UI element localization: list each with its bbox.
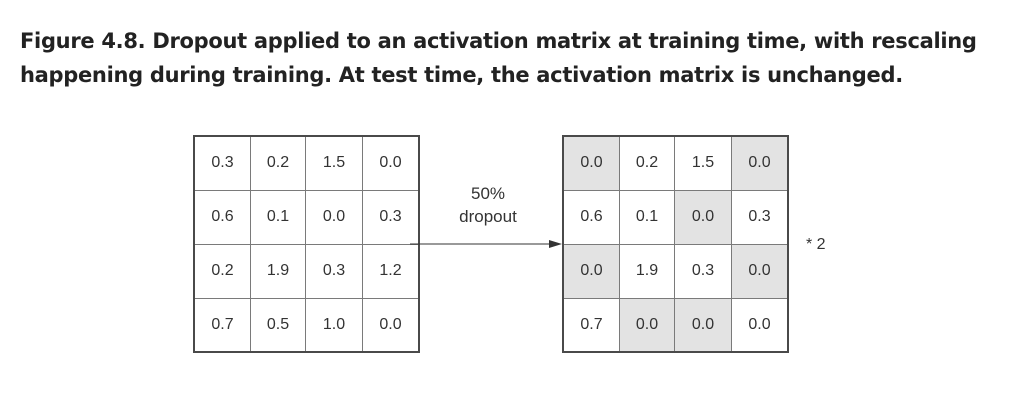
- arrow-head: [549, 240, 562, 248]
- output-matrix-cell: 0.3: [674, 243, 732, 299]
- output-matrix-cell: 0.1: [619, 189, 675, 245]
- input-activation-matrix: 0.3 0.2 1.5 0.0 0.6 0.1 0.0 0.3 0.2 1.9 0.3 1.2 0.7 0…: [193, 135, 420, 353]
- input-matrix-row: 0.2 1.9 0.3 1.2: [193, 243, 420, 299]
- input-matrix-cell: 0.7: [193, 297, 251, 353]
- input-matrix-cell: 0.0: [362, 297, 420, 353]
- output-matrix-cell: 0.0: [731, 297, 789, 353]
- output-matrix-cell: 0.0: [731, 135, 789, 191]
- output-matrix-row: 0.7 0.0 0.0 0.0: [562, 297, 789, 353]
- output-matrix-cell: 0.6: [562, 189, 620, 245]
- output-matrix-cell: 0.0: [731, 243, 789, 299]
- input-matrix-cell: 1.0: [305, 297, 363, 353]
- input-matrix-cell: 0.0: [305, 189, 363, 245]
- output-activation-matrix: 0.0 0.2 1.5 0.0 0.6 0.1 0.0 0.3 0.0 1.9 0.3 0.0 0.7 0…: [562, 135, 789, 353]
- output-matrix-cell: 0.0: [619, 297, 675, 353]
- input-matrix-cell: 0.3: [362, 189, 420, 245]
- input-matrix-cell: 0.0: [362, 135, 420, 191]
- output-matrix-row: 0.0 1.9 0.3 0.0: [562, 243, 789, 299]
- input-matrix-cell: 0.2: [193, 243, 251, 299]
- output-matrix-cell: 0.0: [562, 243, 620, 299]
- input-matrix-cell: 1.2: [362, 243, 420, 299]
- output-matrix-cell: 0.2: [619, 135, 675, 191]
- input-matrix-cell: 0.5: [250, 297, 306, 353]
- output-matrix-cell: 1.5: [674, 135, 732, 191]
- output-matrix-row: 0.0 0.2 1.5 0.0: [562, 135, 789, 191]
- output-matrix-cell: 0.0: [674, 297, 732, 353]
- dropout-name: dropout: [459, 207, 517, 226]
- output-matrix-cell: 1.9: [619, 243, 675, 299]
- dropout-rate: 50%: [470, 184, 506, 203]
- figure-caption: Figure 4.8. Dropout applied to an activa…: [20, 29, 977, 87]
- rescale-factor: * 2: [806, 236, 826, 253]
- output-matrix-cell: 0.7: [562, 297, 620, 353]
- input-matrix-row: 0.7 0.5 1.0 0.0: [193, 297, 420, 353]
- output-matrix-row: 0.6 0.1 0.0 0.3: [562, 189, 789, 245]
- output-matrix-cell: 0.3: [731, 189, 789, 245]
- output-matrix-cell: 0.0: [562, 135, 620, 191]
- output-matrix-cell: 0.0: [674, 189, 732, 245]
- input-matrix-row: 0.6 0.1 0.0 0.3: [193, 189, 420, 245]
- input-matrix-cell: 0.6: [193, 189, 251, 245]
- dropout-label: 50% dropout: [440, 182, 536, 228]
- input-matrix-cell: 0.2: [250, 135, 306, 191]
- input-matrix-cell: 1.5: [305, 135, 363, 191]
